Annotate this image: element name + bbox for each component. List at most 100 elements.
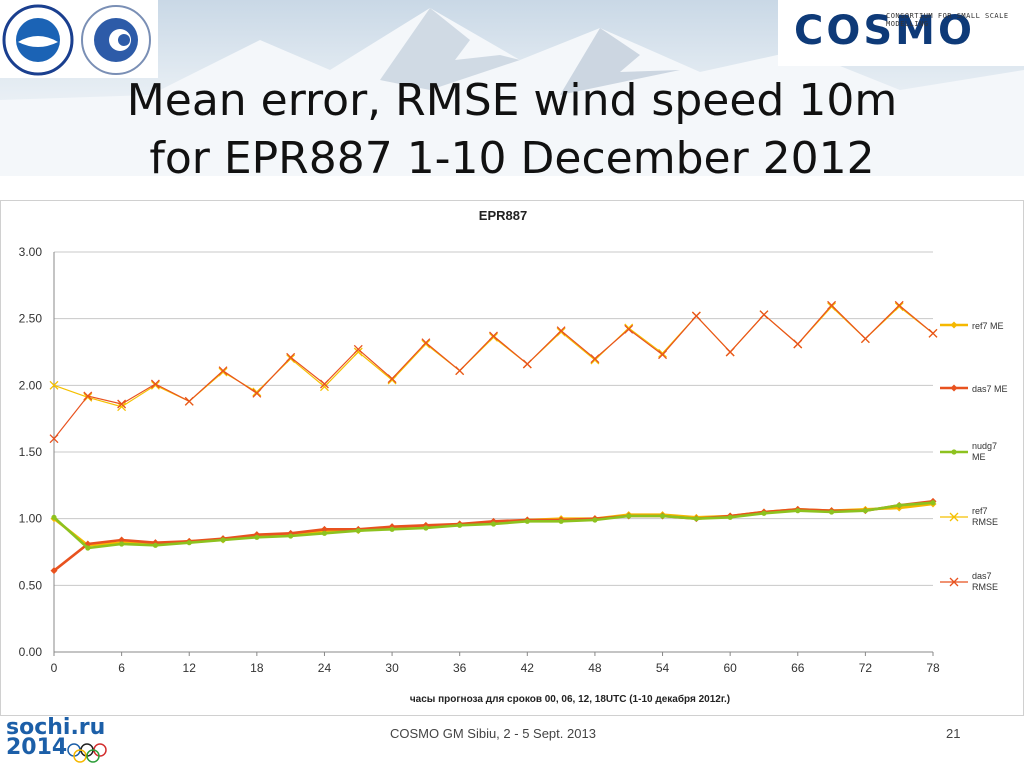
slide-title-line2: for EPR887 1-10 December 2012 (149, 133, 875, 184)
slide-number: 21 (946, 726, 961, 741)
data-point (355, 528, 361, 534)
x-tick-label: 72 (859, 661, 873, 675)
y-tick-label: 0.50 (19, 578, 43, 592)
legend-marker (951, 449, 957, 455)
y-tick-label: 1.50 (19, 445, 43, 459)
data-point (288, 533, 294, 539)
data-point (659, 513, 666, 519)
data-point (220, 537, 226, 543)
x-tick-label: 0 (51, 661, 58, 675)
cosmo-logo-text: COSMO (794, 8, 975, 54)
data-point (287, 529, 295, 537)
data-point (118, 536, 126, 544)
data-point (524, 518, 530, 524)
x-tick-label: 36 (453, 661, 467, 675)
x-tick-label: 30 (385, 661, 399, 675)
data-point (828, 509, 835, 515)
data-point (827, 302, 837, 312)
y-tick-label: 2.50 (19, 312, 43, 326)
x-tick-label: 24 (318, 661, 332, 675)
x-tick-label: 48 (588, 661, 602, 675)
legend-marker (949, 512, 959, 522)
slide-title-line1: Mean error, RMSE wind speed 10m (126, 75, 898, 126)
data-point (930, 500, 936, 506)
data-point (624, 324, 634, 334)
data-point (117, 402, 127, 412)
data-point (186, 540, 192, 546)
data-point (862, 508, 868, 514)
data-point (49, 380, 59, 390)
data-point (389, 526, 395, 532)
legend-marker (950, 384, 958, 392)
data-point (423, 525, 429, 531)
series-line-ref7-rmse (53, 305, 934, 408)
data-point (489, 332, 498, 342)
legend-label: das7 ME (972, 384, 1008, 394)
x-tick-label: 54 (656, 661, 670, 675)
data-point (50, 567, 58, 575)
data-point (218, 367, 228, 377)
slide-title: Mean error, RMSE wind speed 10m for EPR8… (0, 72, 1024, 188)
legend-label: ref7 RMSE (972, 506, 998, 527)
data-point (556, 327, 566, 337)
data-point (422, 521, 430, 529)
data-point (590, 355, 600, 365)
data-point (218, 366, 228, 376)
data-point (152, 542, 159, 548)
sochi-logo: sochi.ru 2014 (0, 716, 112, 768)
y-tick-label: 1.00 (19, 512, 43, 526)
data-point (252, 388, 262, 398)
data-point (286, 352, 296, 362)
footer-text: COSMO GM Sibiu, 2 - 5 Sept. 2013 (390, 726, 596, 741)
data-point (490, 521, 497, 527)
x-tick-label: 66 (791, 661, 805, 675)
cosmo-logo: COSMO CONSORTIUM FOR SMALL SCALE MODELLI… (778, 0, 1024, 66)
data-point (592, 517, 598, 523)
x-axis-label: часы прогноза для сроков 00, 06, 12, 18U… (410, 693, 730, 705)
data-point (455, 366, 465, 376)
x-tick-label: 12 (183, 661, 197, 675)
data-point (827, 300, 837, 310)
data-point (83, 391, 93, 401)
chart-frame (0, 200, 1024, 716)
data-point (522, 359, 532, 369)
data-point (860, 334, 870, 344)
data-point (725, 347, 735, 357)
series-line-das7-rmse (53, 304, 934, 440)
x-tick-label: 6 (118, 661, 125, 675)
cosmo-logo-subtitle: CONSORTIUM FOR SMALL SCALE MODELLING (886, 12, 1009, 28)
data-point (894, 302, 904, 312)
legend-label: das7 RMSE (972, 571, 998, 592)
data-point (252, 387, 262, 397)
data-point (457, 522, 463, 528)
data-point (353, 347, 363, 357)
chart-container: EPR887 0.00 0.50 1.00 1.50 2.00 2.50 3.00 0 6 12 18… (0, 200, 1024, 721)
data-point (590, 354, 600, 364)
data-point (795, 508, 801, 514)
data-point (896, 502, 902, 508)
data-point (556, 326, 566, 336)
data-point (490, 517, 497, 525)
legend-label: ref7 ME (972, 321, 1004, 331)
left-logos (0, 0, 158, 78)
y-tick-label: 2.00 (19, 378, 43, 392)
data-point (759, 310, 769, 320)
data-point (353, 344, 363, 354)
olympic-rings-icon (67, 743, 107, 763)
chart-title: EPR887 (479, 208, 527, 223)
data-point (320, 382, 329, 392)
data-point (320, 525, 328, 533)
x-tick-label: 78 (926, 661, 940, 675)
data-point (421, 339, 431, 349)
data-point (254, 534, 260, 540)
legend-label: nudg7 ME (972, 441, 997, 462)
y-tick-label: 3.00 (19, 245, 43, 259)
data-point (793, 339, 803, 349)
data-point (286, 354, 296, 364)
line-chart: EPR887 0.00 0.50 1.00 1.50 2.00 2.50 3.00 0 6 12 18… (0, 200, 1024, 716)
data-point (626, 513, 632, 519)
data-point (184, 396, 194, 406)
legend-marker (949, 577, 959, 587)
data-point (85, 545, 91, 551)
data-point (117, 399, 127, 409)
